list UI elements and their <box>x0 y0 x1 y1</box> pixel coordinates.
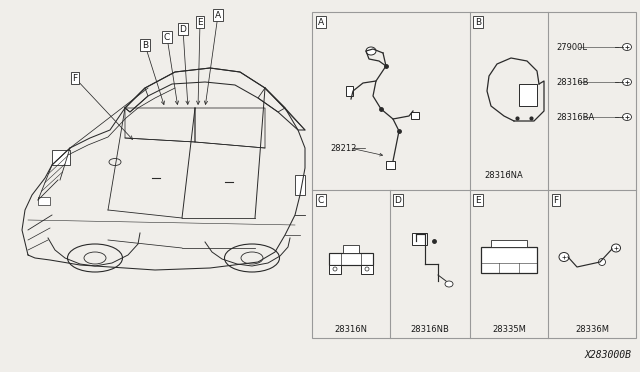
Text: 28212: 28212 <box>330 144 356 153</box>
Text: 28316BA: 28316BA <box>556 112 595 122</box>
Text: 28316NB: 28316NB <box>411 326 449 334</box>
Text: 28316B: 28316B <box>556 77 589 87</box>
Text: A: A <box>215 10 221 19</box>
Bar <box>361 265 373 274</box>
Text: C: C <box>164 32 170 42</box>
Ellipse shape <box>67 244 122 272</box>
Bar <box>411 112 419 119</box>
Bar <box>38 197 50 205</box>
Bar <box>329 253 373 265</box>
Text: E: E <box>197 17 203 26</box>
Ellipse shape <box>109 158 121 166</box>
Text: 28316N: 28316N <box>335 326 367 334</box>
Bar <box>412 233 427 245</box>
Text: 28336M: 28336M <box>575 326 609 334</box>
Bar <box>346 86 353 96</box>
Text: B: B <box>142 41 148 49</box>
Ellipse shape <box>445 281 453 287</box>
Ellipse shape <box>559 253 569 262</box>
Ellipse shape <box>623 44 632 51</box>
Bar <box>312 12 636 338</box>
Text: 28335M: 28335M <box>492 326 526 334</box>
Ellipse shape <box>225 244 280 272</box>
Bar <box>329 265 341 274</box>
Bar <box>52 150 70 165</box>
Text: F: F <box>72 74 77 83</box>
Ellipse shape <box>598 259 605 266</box>
Text: C: C <box>318 196 324 205</box>
Bar <box>386 161 395 169</box>
Text: 27900L: 27900L <box>556 42 587 51</box>
Text: D: D <box>395 196 401 205</box>
Bar <box>295 175 305 195</box>
Text: X283000B: X283000B <box>585 350 632 360</box>
Ellipse shape <box>611 244 621 252</box>
Ellipse shape <box>365 267 369 271</box>
Text: E: E <box>475 196 481 205</box>
Bar <box>481 247 537 273</box>
Text: F: F <box>554 196 559 205</box>
Text: B: B <box>475 17 481 26</box>
Ellipse shape <box>623 78 632 86</box>
Bar <box>491 240 527 247</box>
Ellipse shape <box>366 47 376 55</box>
Text: A: A <box>318 17 324 26</box>
Text: 28316NA: 28316NA <box>484 170 524 180</box>
Ellipse shape <box>241 252 263 264</box>
Ellipse shape <box>333 267 337 271</box>
Bar <box>519 84 537 106</box>
Ellipse shape <box>84 252 106 264</box>
Bar <box>343 245 359 253</box>
Ellipse shape <box>623 113 632 121</box>
Text: D: D <box>180 25 186 33</box>
